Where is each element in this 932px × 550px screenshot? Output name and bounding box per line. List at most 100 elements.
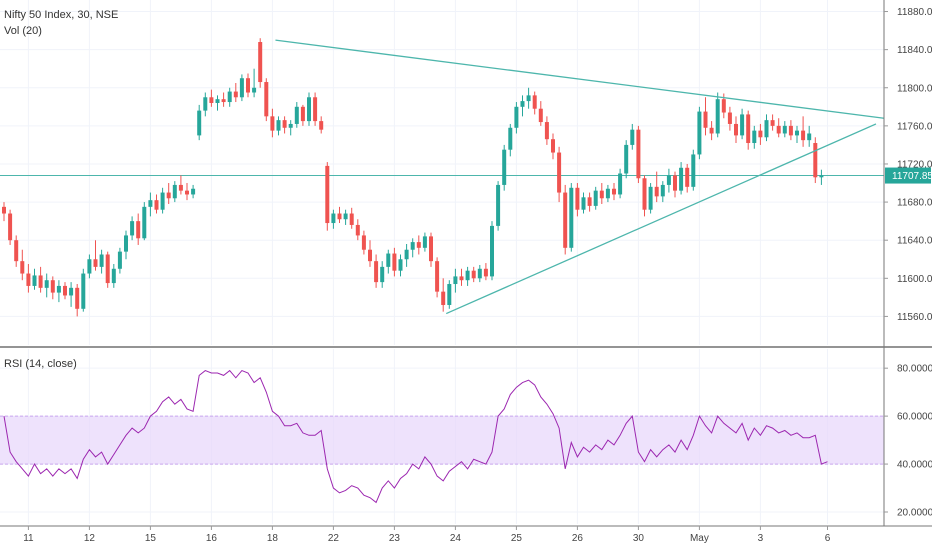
candle — [93, 240, 98, 271]
candle — [246, 73, 250, 98]
candle — [776, 118, 781, 138]
candle-body — [477, 268, 482, 279]
candle-body — [544, 122, 549, 140]
candle — [471, 266, 476, 283]
candle — [398, 254, 403, 277]
rsi-axis[interactable]: 20.0000 40.0000 60.0000 80.0000 — [884, 364, 932, 519]
candle-body — [349, 213, 354, 225]
candle — [813, 137, 818, 184]
candle-body — [435, 261, 440, 292]
candle-body — [221, 99, 226, 103]
price-axis-label: 11760.00 — [897, 121, 932, 132]
candle — [697, 106, 702, 160]
candle-body — [392, 253, 397, 271]
time-axis-label: 11 — [23, 533, 34, 544]
candle — [532, 91, 537, 115]
candle-body — [776, 125, 781, 134]
candle — [679, 162, 684, 195]
candle — [447, 280, 452, 309]
candle — [465, 266, 470, 286]
candle-body — [63, 285, 67, 296]
candle-body — [142, 206, 147, 239]
candle — [575, 183, 580, 217]
candle-body — [148, 200, 153, 207]
candle-body — [788, 125, 793, 136]
candle — [557, 146, 562, 203]
candle-body — [593, 190, 598, 206]
candle-body — [99, 254, 104, 267]
candle — [459, 268, 464, 286]
candle-body — [538, 108, 543, 123]
candle-body — [276, 120, 281, 131]
candle-body — [465, 270, 470, 281]
candle-body — [252, 87, 257, 93]
candle — [32, 268, 37, 290]
candle — [197, 104, 202, 141]
volume-legend[interactable]: Vol (20) — [4, 25, 42, 37]
candle — [111, 264, 116, 288]
price-axis[interactable]: 11560.00 11600.00 11640.00 11680.00 11720.00… — [884, 7, 932, 323]
candle — [343, 209, 348, 225]
candle — [496, 181, 501, 231]
candle — [746, 110, 751, 150]
candle-body — [447, 284, 452, 305]
candle — [331, 209, 336, 229]
candle — [233, 82, 238, 103]
candle-body — [26, 273, 31, 286]
candle-body — [697, 111, 702, 155]
time-axis-label: 24 — [450, 533, 462, 544]
candle-body — [288, 123, 293, 128]
time-axis-label: 23 — [389, 533, 401, 544]
candle-body — [227, 91, 232, 103]
candle — [666, 168, 671, 193]
candle — [209, 89, 214, 107]
candle-body — [551, 139, 555, 153]
candle-body — [612, 188, 616, 195]
candle — [349, 207, 354, 229]
candle-body — [514, 106, 519, 128]
candle-body — [685, 167, 690, 187]
candle — [81, 268, 86, 312]
candle-body — [294, 106, 299, 124]
upper-trendline[interactable] — [275, 39, 885, 119]
lower-trendline[interactable] — [445, 123, 877, 315]
candle-body — [325, 165, 330, 224]
candle-body — [14, 240, 19, 262]
candle — [788, 120, 793, 141]
candle — [429, 232, 433, 267]
candle — [99, 249, 104, 274]
candle-body — [331, 213, 336, 224]
candle-body — [117, 251, 122, 269]
candle — [2, 202, 6, 222]
rsi-axis-label: 40.0000 — [897, 460, 932, 471]
candle-body — [679, 167, 684, 191]
candle-body — [727, 112, 732, 124]
candle — [282, 116, 287, 134]
candle-body — [752, 130, 757, 144]
time-axis[interactable]: 11 12 15 16 18 22 23 24 25 26 30 May 3 6 — [23, 526, 831, 544]
candle-body — [32, 275, 37, 286]
rsi-legend[interactable]: RSI (14, close) — [4, 358, 77, 370]
candle-body — [581, 197, 586, 210]
candle-body — [648, 186, 653, 210]
candle-body — [2, 206, 6, 214]
candle-body — [782, 125, 787, 134]
symbol-legend[interactable]: Nifty 50 Index, 30, NSE — [4, 9, 119, 21]
candle-body — [130, 221, 135, 236]
candle — [410, 238, 415, 258]
candle-body — [56, 285, 61, 293]
candle-body — [233, 91, 238, 98]
candle-body — [410, 242, 415, 250]
candle-body — [746, 114, 751, 144]
candle-body — [520, 101, 525, 107]
candle-body — [453, 276, 458, 285]
candle — [624, 140, 629, 179]
candle — [374, 254, 379, 288]
candle-body — [721, 99, 726, 113]
candle — [368, 240, 372, 267]
time-axis-label: 6 — [825, 533, 831, 544]
candle — [734, 116, 738, 144]
candle-body — [654, 186, 659, 197]
candle — [660, 181, 665, 203]
